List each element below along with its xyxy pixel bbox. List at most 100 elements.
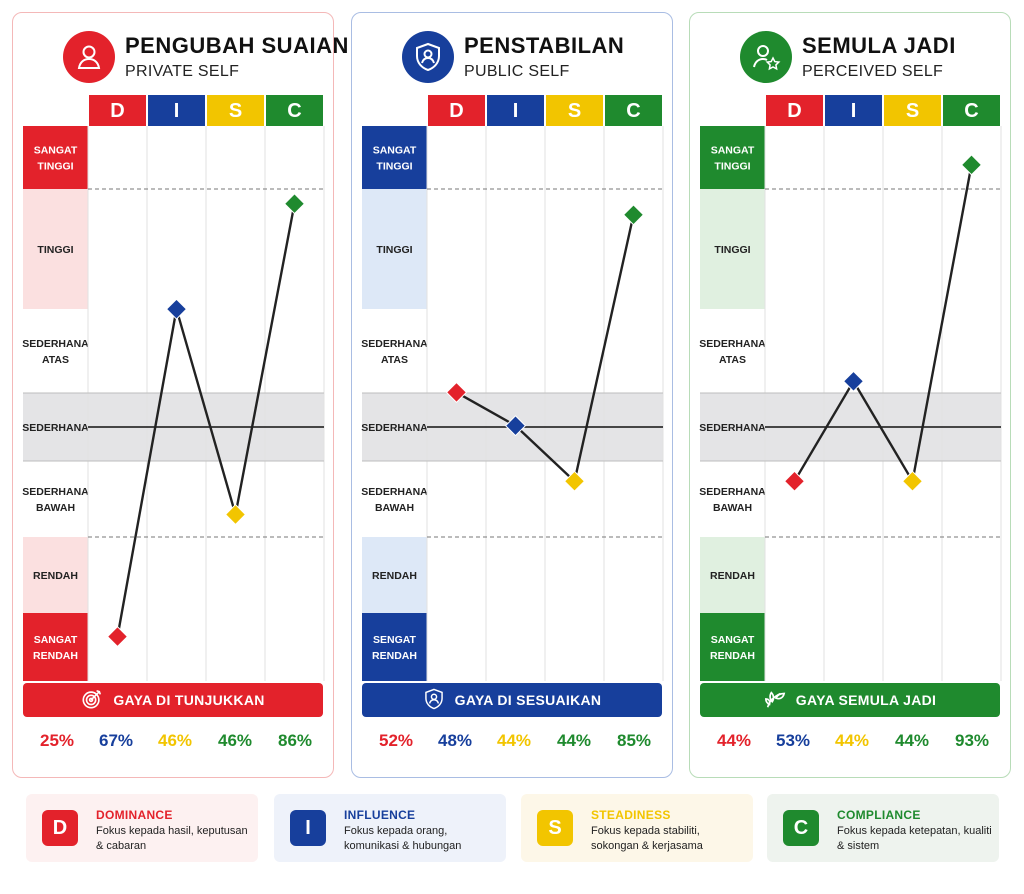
- level-label: SEDERHANA: [361, 338, 428, 350]
- legend-card-influence: I INFLUENCE Fokus kepada orang, komunika…: [274, 794, 506, 862]
- legend-title: DOMINANCE: [96, 808, 173, 822]
- level-label: SEDERHANA: [699, 338, 766, 350]
- percentage-value: 53%: [775, 731, 811, 750]
- level-label: TINGGI: [37, 161, 73, 173]
- disc-header-label: S: [906, 100, 919, 122]
- level-label: SEDERHANA: [22, 422, 89, 434]
- level-label: SEDERHANA: [22, 486, 89, 498]
- panel-perceived-self: SEMULA JADI PERCEIVED SELF SANGAT TINGGI T…: [689, 12, 1011, 778]
- disc-header-i: [825, 95, 882, 126]
- disc-header-label: C: [964, 100, 978, 122]
- level-label: TINGGI: [376, 244, 412, 256]
- percentage-value: 44%: [716, 731, 752, 750]
- shield-user-icon: [423, 688, 445, 713]
- level-label: ATAS: [381, 354, 408, 366]
- level-cell: [23, 537, 88, 613]
- data-point-c: [283, 193, 306, 215]
- level-label: SENGAT: [373, 634, 417, 646]
- level-cell: [700, 126, 765, 189]
- level-cell: [362, 189, 427, 309]
- disc-header-d: [89, 95, 146, 126]
- percentage-value: 52%: [378, 731, 414, 750]
- disc-header-s: [546, 95, 603, 126]
- panel-subtitle: PRIVATE SELF: [125, 63, 240, 80]
- level-cell: [23, 461, 88, 537]
- percentage-row: 44% 53% 44% 44% 93%: [690, 731, 1010, 755]
- percentage-value: 46%: [157, 731, 193, 750]
- level-label: TINGGI: [376, 161, 412, 173]
- series-line: [116, 203, 296, 637]
- level-cell: [23, 126, 88, 189]
- percentage-value: 93%: [954, 731, 990, 750]
- legend-badge: C: [783, 810, 819, 846]
- percentage-value: 46%: [217, 731, 253, 750]
- panel-title: PENGUBAH SUAIAN: [125, 33, 349, 58]
- data-point-c: [622, 204, 645, 226]
- footer-label: GAYA SEMULA JADI: [795, 692, 937, 708]
- level-label: TINGGI: [37, 244, 73, 256]
- legend-card-steadiness: S STEADINESS Fokus kepada stabiliti, sok…: [521, 794, 753, 862]
- level-label: RENDAH: [372, 650, 417, 662]
- legend-title: COMPLIANCE: [837, 808, 921, 822]
- level-label: TINGGI: [714, 161, 750, 173]
- footer-label: GAYA DI TUNJUKKAN: [113, 692, 265, 708]
- percentage-row: 25% 67% 46% 46% 86%: [13, 731, 333, 755]
- data-point-s: [901, 470, 924, 492]
- level-cell: [700, 309, 765, 393]
- disc-header-label: D: [110, 100, 124, 122]
- footer-label: GAYA DI SESUAIKAN: [454, 692, 602, 708]
- level-label: ATAS: [719, 354, 746, 366]
- legend-badge: D: [42, 810, 78, 846]
- legend-title: STEADINESS: [591, 808, 671, 822]
- percentage-value: 86%: [277, 731, 313, 750]
- leaf-icon: [764, 688, 786, 713]
- user-star-icon: [740, 31, 792, 83]
- level-cell: [362, 461, 427, 537]
- percentage-value: 44%: [496, 731, 532, 750]
- level-label: SANGAT: [711, 145, 755, 157]
- panel-private-self: PENGUBAH SUAIAN PRIVATE SELF SANGAT TINGG…: [12, 12, 348, 778]
- legend-badge: I: [290, 810, 326, 846]
- data-point-s: [224, 503, 247, 526]
- level-label: SANGAT: [34, 145, 78, 157]
- panel-header: PENSTABILAN PUBLIC SELF: [352, 13, 672, 93]
- level-cell: [23, 613, 88, 681]
- legend-title: INFLUENCE: [344, 808, 416, 822]
- disc-header-label: C: [626, 100, 640, 122]
- disc-header-s: [884, 95, 941, 126]
- percentage-value: 25%: [39, 731, 75, 750]
- percentage-row: 52% 48% 44% 44% 85%: [352, 731, 672, 755]
- level-label: BAWAH: [713, 502, 752, 514]
- level-cell: [362, 126, 427, 189]
- percentage-value: 48%: [437, 731, 473, 750]
- disc-header-label: I: [174, 100, 180, 122]
- series-line: [793, 164, 973, 483]
- legend-card-compliance: C COMPLIANCE Fokus kepada ketepatan, kua…: [767, 794, 999, 862]
- disc-header-label: I: [851, 100, 857, 122]
- level-cell: [362, 393, 427, 461]
- disc-header-c: [266, 95, 323, 126]
- level-label: SEDERHANA: [22, 338, 89, 350]
- disc-header-c: [943, 95, 1000, 126]
- level-cell: [23, 189, 88, 309]
- disc-chart: SANGAT TINGGI TINGGI SEDERHANA ATAS SEDERHANA…: [699, 95, 1002, 681]
- series-line: [455, 214, 635, 483]
- disc-header-d: [766, 95, 823, 126]
- level-cell: [700, 393, 765, 461]
- disc-header-i: [148, 95, 205, 126]
- level-cell: [700, 537, 765, 613]
- data-point-i: [165, 298, 188, 320]
- level-label: BAWAH: [36, 502, 75, 514]
- level-cell: [23, 309, 88, 393]
- disc-header-label: C: [287, 100, 301, 122]
- data-point-s: [563, 470, 586, 492]
- legend-description: Fokus kepada orang, komunikasi & hubunga…: [344, 825, 462, 852]
- percentage-value: 44%: [894, 731, 930, 750]
- footer-bar: GAYA DI TUNJUKKAN: [23, 683, 323, 717]
- data-point-i: [842, 370, 865, 392]
- panel-header: SEMULA JADI PERCEIVED SELF: [690, 13, 1010, 93]
- level-cell: [362, 537, 427, 613]
- disc-header-label: D: [449, 100, 463, 122]
- level-label: SEDERHANA: [361, 486, 428, 498]
- disc-header-label: I: [513, 100, 519, 122]
